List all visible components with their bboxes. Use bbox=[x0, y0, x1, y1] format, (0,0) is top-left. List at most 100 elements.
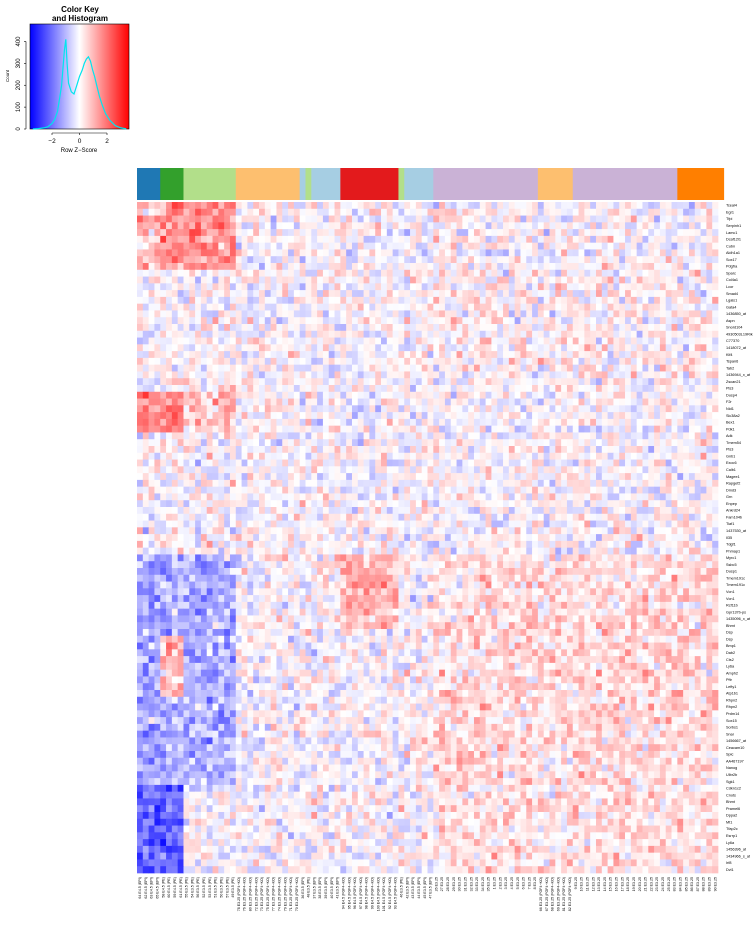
heatmap-cell bbox=[433, 208, 440, 216]
heatmap-cell bbox=[462, 385, 469, 393]
heatmap-cell bbox=[166, 405, 173, 413]
heatmap-cell bbox=[642, 242, 649, 250]
heatmap-cell bbox=[497, 391, 504, 399]
heatmap-cell bbox=[328, 520, 335, 528]
heatmap-cell bbox=[224, 215, 231, 223]
heatmap-cell bbox=[247, 364, 254, 372]
heatmap-cell bbox=[392, 351, 399, 359]
heatmap-cell bbox=[572, 371, 579, 379]
heatmap-cell bbox=[404, 310, 411, 318]
heatmap-cell bbox=[665, 208, 672, 216]
heatmap-cell bbox=[322, 269, 330, 277]
heatmap-cell bbox=[282, 398, 289, 406]
heatmap-cell bbox=[683, 459, 690, 467]
heatmap-cell bbox=[235, 459, 242, 467]
column-group-swatch bbox=[235, 168, 300, 200]
heatmap-cell bbox=[566, 425, 574, 433]
heatmap-cell bbox=[218, 303, 225, 311]
heatmap-cell bbox=[537, 296, 545, 305]
heatmap-cell bbox=[555, 405, 562, 413]
heatmap-cell bbox=[293, 324, 301, 332]
heatmap-cell bbox=[694, 263, 701, 271]
heatmap-cell bbox=[590, 317, 597, 325]
heatmap-cell bbox=[508, 242, 515, 250]
heatmap-cell bbox=[357, 507, 364, 515]
heatmap-cell bbox=[468, 371, 475, 379]
heatmap-cell bbox=[671, 418, 678, 427]
heatmap-cell bbox=[648, 269, 655, 277]
heatmap-cell bbox=[584, 520, 591, 528]
heatmap-cell bbox=[514, 466, 521, 474]
heatmap-cell bbox=[479, 398, 486, 406]
heatmap-cell bbox=[427, 263, 434, 271]
heatmap-cell bbox=[259, 513, 266, 521]
heatmap-cell bbox=[270, 432, 277, 440]
heatmap-cell bbox=[514, 351, 521, 359]
heatmap-cell bbox=[654, 459, 661, 467]
heatmap-cell bbox=[712, 344, 719, 352]
column-group-swatch bbox=[160, 168, 184, 200]
heatmap-cell bbox=[520, 439, 527, 447]
heatmap-cell bbox=[183, 371, 190, 379]
heatmap-cell bbox=[688, 446, 696, 454]
heatmap-cell bbox=[171, 256, 179, 264]
heatmap-cell bbox=[479, 507, 486, 515]
heatmap-cell bbox=[700, 391, 707, 399]
heatmap-cell bbox=[427, 520, 434, 528]
heatmap-cell bbox=[270, 276, 277, 284]
heatmap-cell bbox=[566, 263, 574, 271]
heatmap-cell bbox=[595, 371, 603, 379]
heatmap-cell bbox=[468, 229, 475, 237]
heatmap-cell bbox=[450, 398, 457, 406]
heatmap-cell bbox=[264, 425, 271, 433]
heatmap-cell bbox=[543, 242, 550, 250]
heatmap-cell bbox=[549, 229, 556, 237]
heatmap-cell bbox=[578, 215, 585, 223]
heatmap-cell bbox=[195, 412, 202, 420]
heatmap-cell bbox=[433, 459, 440, 467]
heatmap-cell bbox=[200, 371, 208, 379]
heatmap-cell bbox=[404, 357, 411, 366]
heatmap-cell bbox=[677, 242, 684, 250]
heatmap-cell bbox=[526, 493, 533, 501]
heatmap-cell bbox=[444, 507, 452, 515]
heatmap-cell bbox=[137, 283, 144, 291]
heatmap-cell bbox=[328, 310, 335, 318]
heatmap-cell bbox=[456, 446, 463, 454]
heatmap-cell bbox=[212, 527, 219, 535]
heatmap-cell bbox=[468, 276, 475, 284]
heatmap-cell bbox=[433, 337, 440, 345]
heatmap-cell bbox=[253, 385, 260, 393]
heatmap-cell bbox=[427, 459, 434, 467]
heatmap-cell bbox=[555, 208, 562, 216]
heatmap-cell bbox=[386, 310, 393, 318]
heatmap-cell bbox=[537, 269, 545, 277]
heatmap-cell bbox=[433, 493, 440, 501]
heatmap-cell bbox=[189, 534, 196, 542]
heatmap-cell bbox=[479, 452, 486, 460]
heatmap-cell bbox=[322, 344, 330, 352]
heatmap-cell bbox=[276, 330, 283, 338]
heatmap-cell bbox=[677, 283, 684, 291]
heatmap-cell bbox=[299, 222, 306, 230]
heatmap-cell bbox=[369, 398, 376, 406]
heatmap-cell bbox=[189, 459, 196, 467]
heatmap-cell bbox=[444, 378, 452, 386]
heatmap-cell bbox=[328, 317, 335, 325]
heatmap-cell bbox=[375, 500, 382, 508]
heatmap-cell bbox=[363, 208, 370, 216]
heatmap-cell bbox=[224, 208, 231, 216]
heatmap-cell bbox=[142, 330, 149, 338]
heatmap-cell bbox=[305, 520, 312, 528]
heatmap-cell bbox=[561, 256, 568, 264]
heatmap-cell bbox=[189, 500, 196, 508]
heatmap-cell bbox=[636, 479, 643, 488]
heatmap-cell bbox=[421, 479, 428, 488]
heatmap-cell bbox=[235, 364, 242, 372]
heatmap-cell bbox=[508, 398, 515, 406]
heatmap-cell bbox=[293, 276, 301, 284]
heatmap-cell bbox=[322, 527, 330, 535]
heatmap-cell bbox=[282, 507, 289, 515]
heatmap-cell bbox=[137, 412, 144, 420]
heatmap-cell bbox=[671, 398, 678, 406]
